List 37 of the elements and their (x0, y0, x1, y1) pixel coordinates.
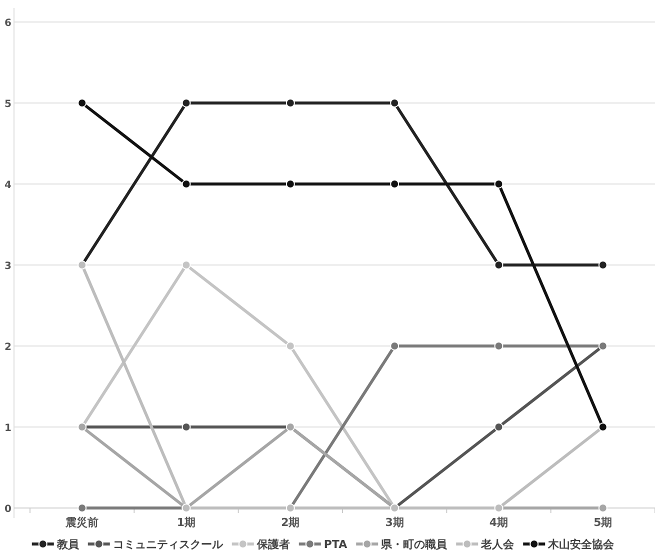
x-tick-label: 2期 (281, 516, 300, 529)
point (182, 422, 191, 432)
point (494, 260, 504, 270)
y-tick-label: 2 (4, 342, 12, 353)
point (494, 422, 504, 432)
y-tick-label: 6 (4, 18, 12, 29)
y-tick-label: 5 (4, 99, 12, 110)
point (182, 98, 191, 108)
point (598, 260, 608, 270)
point (286, 180, 295, 188)
legend-label: コミュニティスクール (112, 538, 224, 551)
x-tick-label: 5期 (594, 516, 612, 529)
legend-label: 県・町の職員 (380, 538, 448, 551)
point (78, 98, 87, 108)
y-tick-label: 1 (4, 423, 12, 434)
legend-label: 教員 (56, 538, 80, 551)
point (390, 180, 400, 188)
point (286, 342, 295, 350)
x-tick-label: 震災前 (64, 516, 99, 529)
legend-label: 保護者 (256, 538, 290, 551)
point (494, 342, 504, 350)
legend-label: 木山安全協会 (547, 538, 616, 551)
y-tick-label: 3 (4, 261, 12, 272)
point (390, 342, 400, 350)
legend-label: PTA (324, 538, 348, 551)
point (494, 180, 504, 188)
legend-label: 老人会 (480, 538, 516, 551)
y-tick-label: 0 (4, 504, 12, 515)
x-tick-label: 1期 (176, 516, 196, 529)
point (182, 180, 191, 188)
x-tick-label: 4期 (489, 516, 508, 529)
point (78, 504, 87, 512)
y-tick-label: 4 (4, 180, 12, 191)
x-tick-label: 3期 (385, 516, 404, 529)
point (182, 260, 191, 270)
point (390, 98, 400, 108)
point (286, 98, 295, 108)
